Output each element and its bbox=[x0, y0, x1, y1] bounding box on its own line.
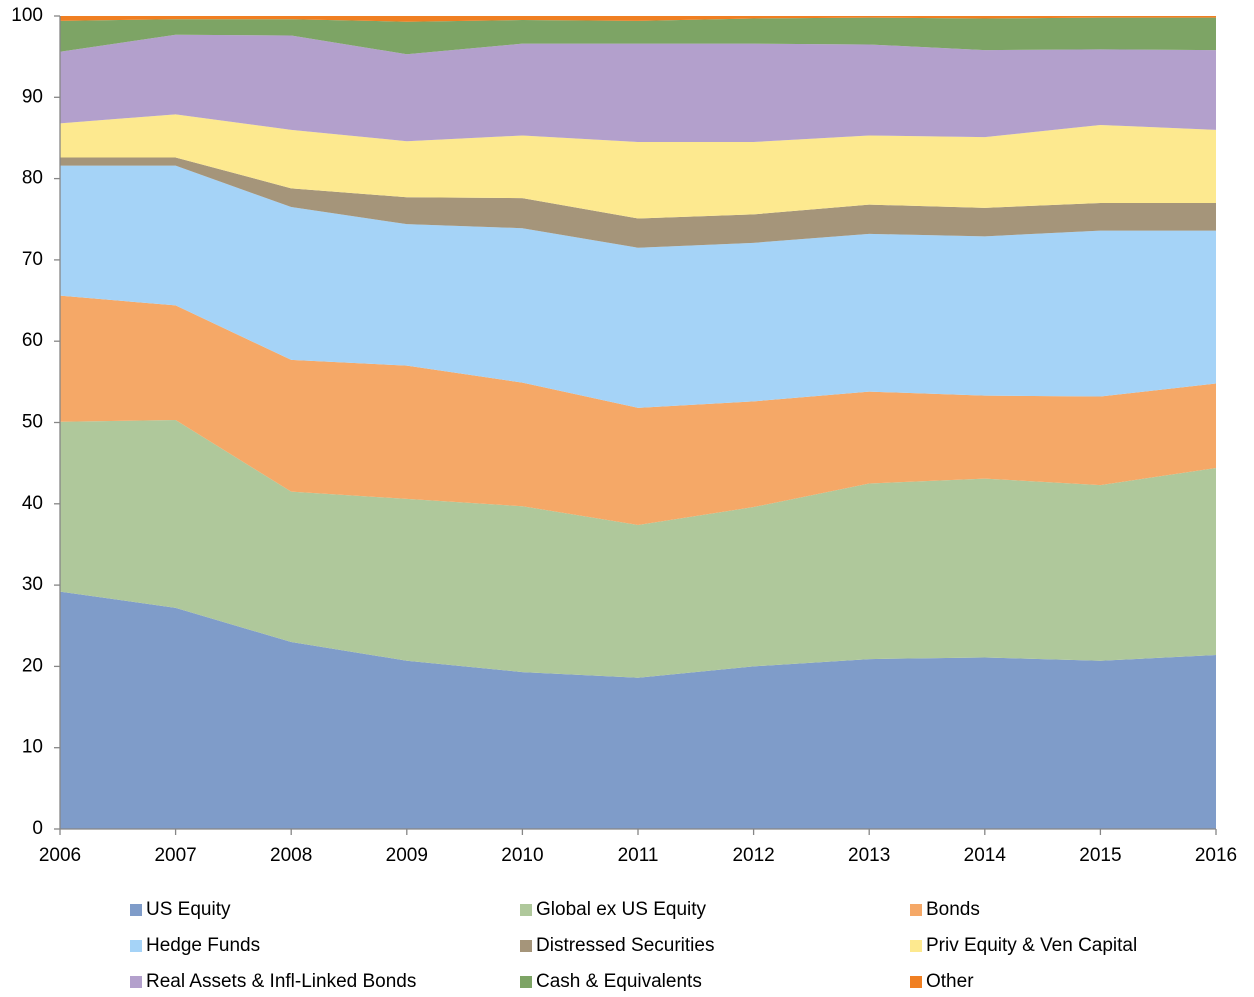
area bbox=[60, 295, 1216, 525]
x-tick-label: 2013 bbox=[848, 845, 890, 866]
x-tick-label: 2014 bbox=[964, 845, 1007, 866]
area bbox=[60, 114, 1216, 219]
y-tick-label: 50 bbox=[22, 412, 43, 433]
legend-swatch bbox=[910, 904, 922, 916]
legend-label: Cash & Equivalents bbox=[536, 971, 702, 992]
legend-swatch bbox=[910, 976, 922, 988]
legend-label: Other bbox=[926, 971, 974, 992]
legend-swatch bbox=[910, 940, 922, 952]
x-tick-label: 2015 bbox=[1079, 845, 1121, 866]
legend-label: Hedge Funds bbox=[146, 935, 260, 956]
y-tick-label: 10 bbox=[22, 737, 43, 758]
legend-label: Global ex US Equity bbox=[536, 899, 707, 920]
y-tick-label: 70 bbox=[22, 249, 43, 270]
legend-label: Real Assets & Infl-Linked Bonds bbox=[146, 971, 416, 992]
plot-area bbox=[60, 16, 1216, 829]
legend-label: Priv Equity & Ven Capital bbox=[926, 935, 1137, 956]
y-tick-label: 30 bbox=[22, 574, 43, 595]
y-tick-label: 20 bbox=[22, 655, 43, 676]
y-tick-label: 0 bbox=[32, 818, 43, 839]
x-tick-label: 2006 bbox=[39, 845, 81, 866]
y-tick-label: 40 bbox=[22, 493, 43, 514]
legend-label: Distressed Securities bbox=[536, 935, 714, 956]
x-tick-label: 2011 bbox=[618, 845, 659, 866]
legend: US Equity Global ex US Equity Bonds Hedge F… bbox=[130, 899, 1137, 992]
y-tick-label: 90 bbox=[22, 86, 43, 107]
area bbox=[60, 17, 1216, 55]
legend-label: US Equity bbox=[146, 899, 231, 920]
area bbox=[60, 420, 1216, 678]
legend-swatch bbox=[130, 976, 142, 988]
area bbox=[60, 157, 1216, 248]
legend-swatch bbox=[520, 976, 532, 988]
y-tick-label: 60 bbox=[22, 330, 43, 351]
x-tick-label: 2008 bbox=[270, 845, 312, 866]
x-tick-label: 2009 bbox=[386, 845, 428, 866]
x-tick-label: 2007 bbox=[154, 845, 196, 866]
area bbox=[60, 591, 1216, 829]
axes: 0 10 20 30 40 50 60 70 80 90 100 2006 2007 2008 2009 20… bbox=[11, 5, 1237, 866]
area bbox=[60, 165, 1216, 408]
y-tick-label: 100 bbox=[11, 5, 43, 26]
x-tick-label: 2010 bbox=[501, 845, 543, 866]
legend-swatch bbox=[130, 940, 142, 952]
legend-swatch bbox=[520, 940, 532, 952]
legend-swatch bbox=[130, 904, 142, 916]
x-tick-label: 2016 bbox=[1195, 845, 1237, 866]
y-tick-label: 80 bbox=[22, 168, 43, 189]
area bbox=[60, 16, 1216, 22]
legend-swatch bbox=[520, 904, 532, 916]
x-tick-label: 2012 bbox=[732, 845, 774, 866]
legend-label: Bonds bbox=[926, 899, 980, 920]
area bbox=[60, 34, 1216, 143]
